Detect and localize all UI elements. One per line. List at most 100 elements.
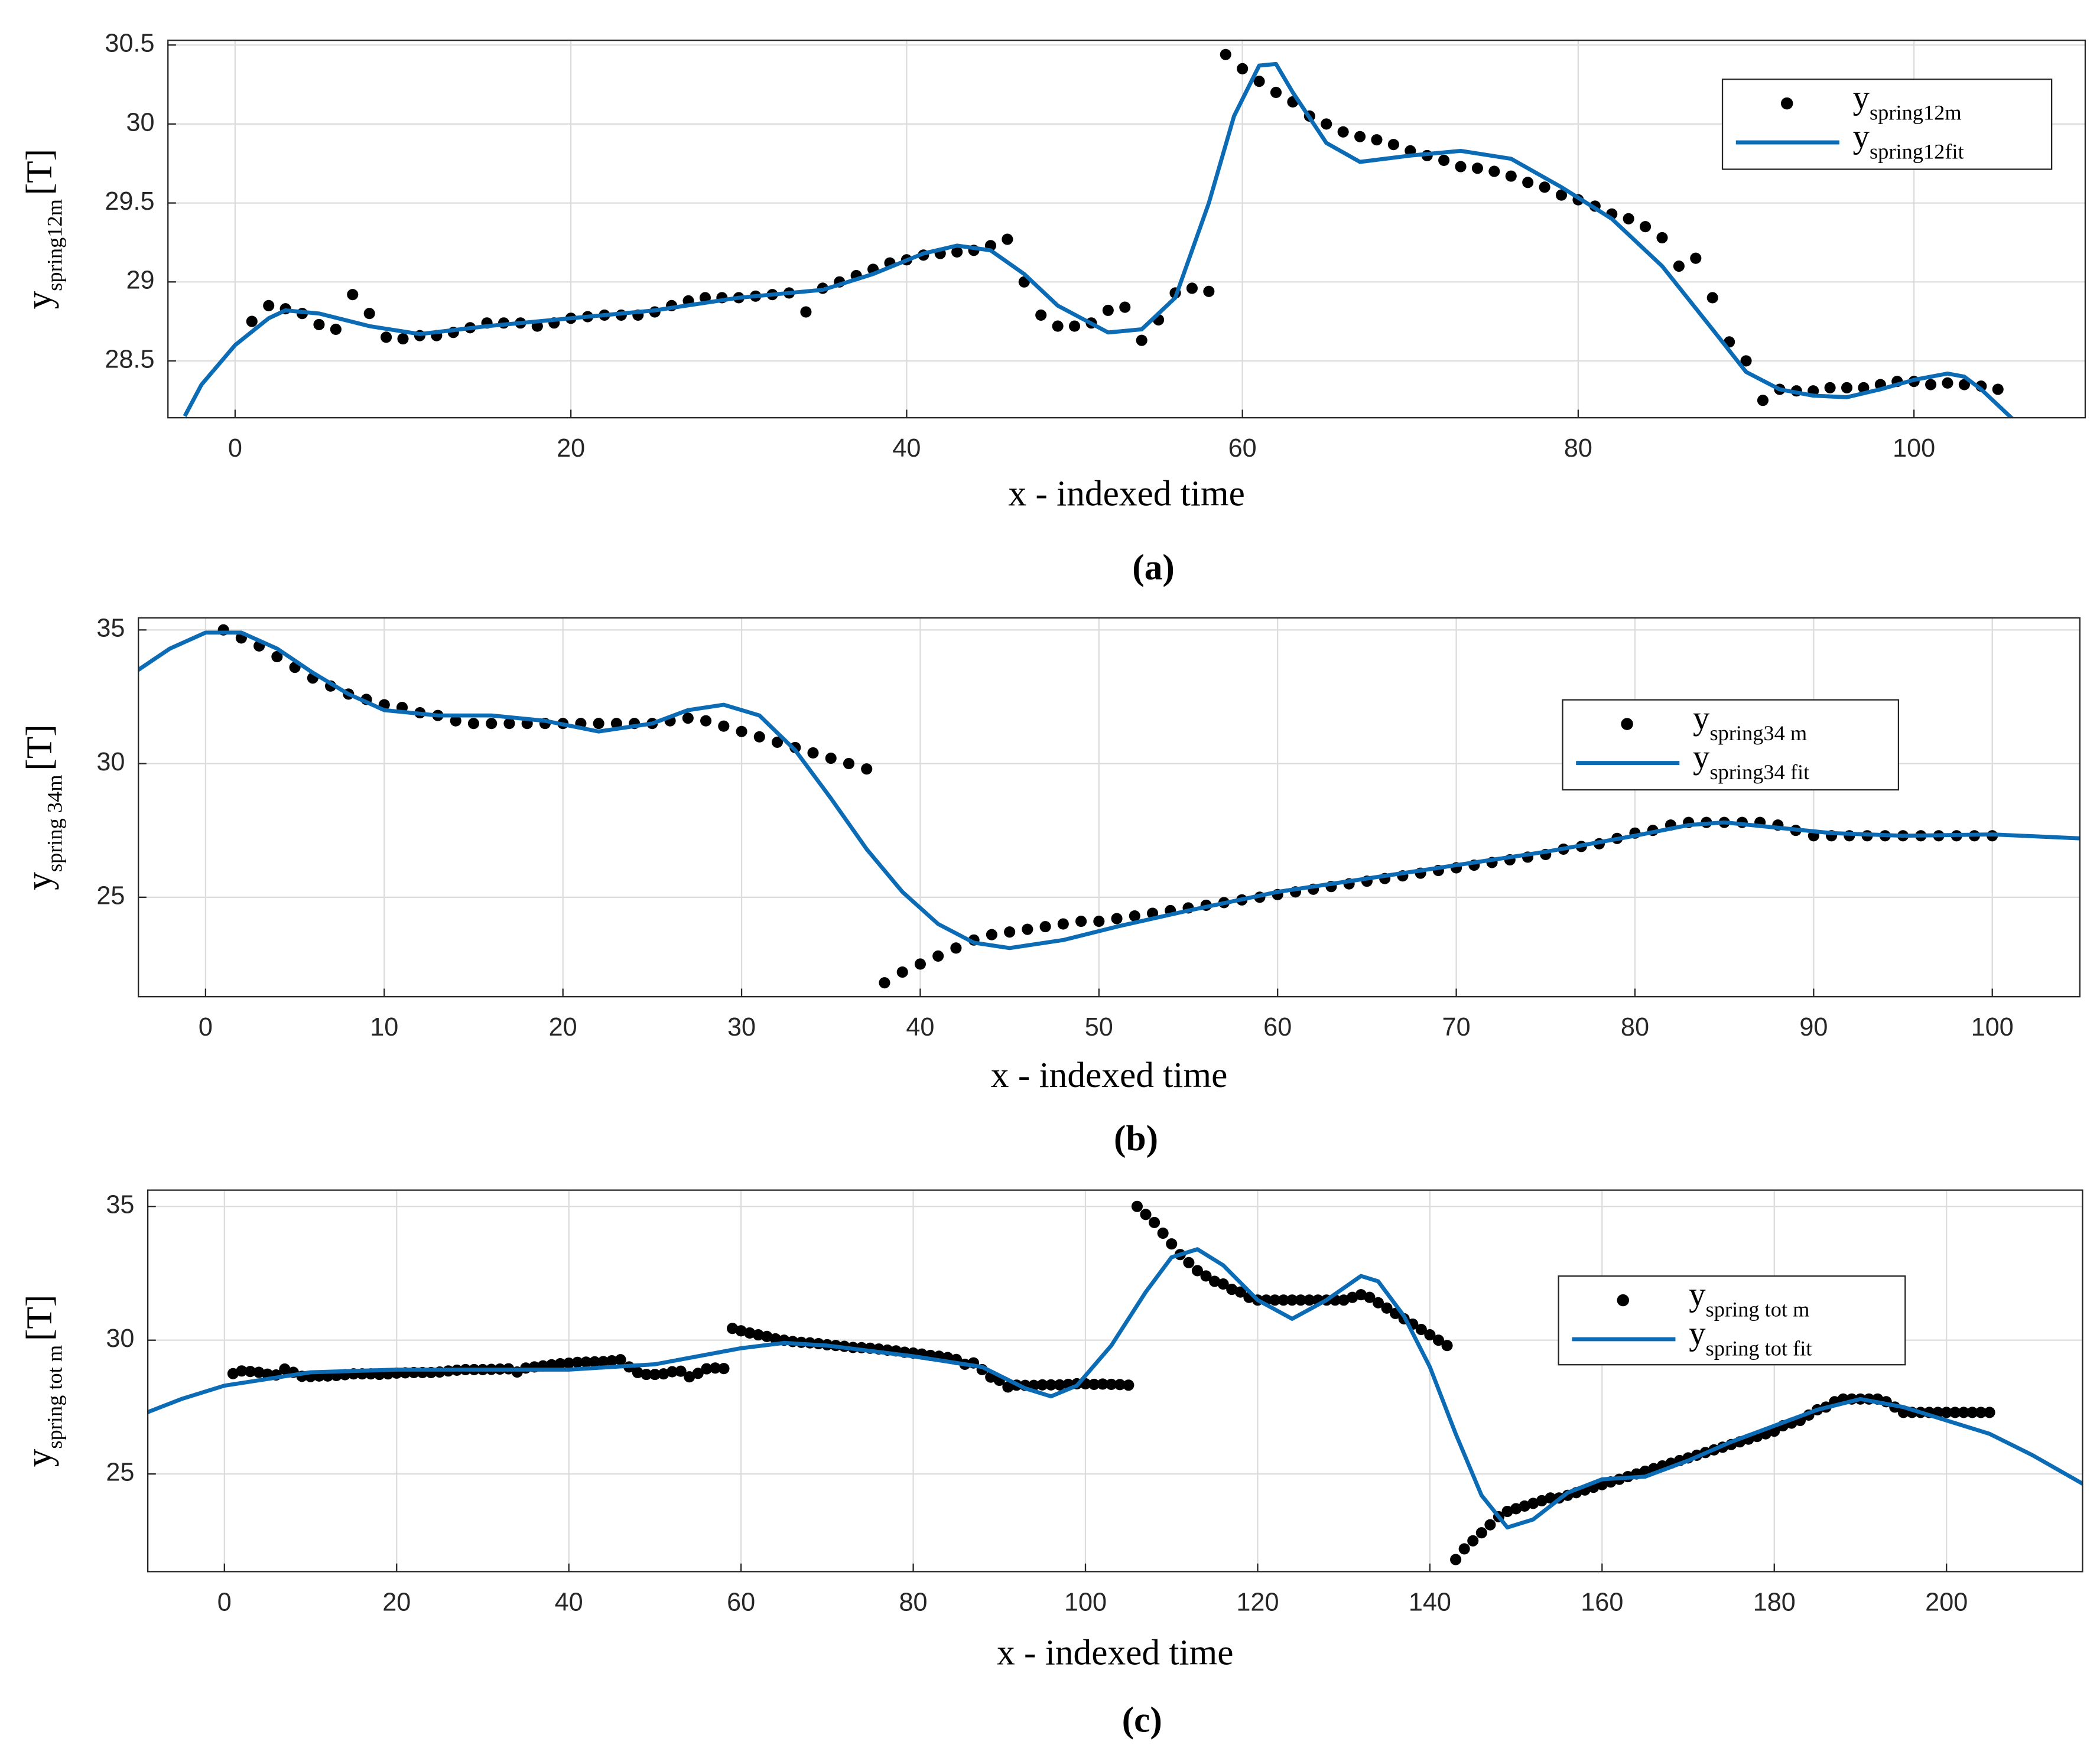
data-point: [1102, 304, 1114, 316]
data-point: [1002, 1381, 1014, 1393]
data-point: [1536, 1495, 1548, 1506]
y-tick-label: 29: [126, 266, 154, 295]
y-tick-label: 25: [106, 1459, 134, 1487]
legend-marker: [1621, 718, 1633, 730]
fit-line: [183, 61, 2014, 418]
legend-subscript: spring12fit: [1870, 139, 1964, 163]
data-point: [771, 736, 784, 748]
y-axis-symbol: y: [19, 1448, 59, 1467]
data-point: [330, 323, 342, 336]
data-point: [700, 715, 712, 727]
x-tick-label: 0: [199, 1013, 213, 1041]
legend-label: yspring34 m: [1693, 700, 1807, 745]
data-point: [1381, 1302, 1393, 1314]
x-tick-label: 80: [1564, 434, 1592, 463]
data-point: [563, 1358, 575, 1369]
y-tick-label: 29.5: [105, 187, 154, 216]
y-axis-label: yspring12m [T]: [19, 149, 66, 309]
legend-subscript: spring tot fit: [1706, 1336, 1812, 1360]
fit-line: [148, 1247, 2083, 1530]
legend-marker: [1617, 1294, 1630, 1307]
data-point: [1140, 1209, 1152, 1220]
legend-label: yspring34 fit: [1693, 739, 1809, 784]
data-point: [1119, 301, 1131, 313]
data-point: [1149, 1216, 1160, 1228]
data-point: [1054, 1379, 1065, 1391]
data-point: [1286, 1294, 1298, 1306]
data-point: [1036, 1379, 1048, 1391]
data-point: [554, 1358, 566, 1370]
y-tick-label: 30: [126, 108, 154, 136]
data-point: [718, 1363, 730, 1375]
data-point: [1958, 1407, 1969, 1418]
x-tick-label: 180: [1753, 1588, 1796, 1616]
data-point: [1234, 1286, 1246, 1298]
data-point: [1191, 1265, 1203, 1277]
fit-line: [138, 630, 2080, 951]
data-point: [1253, 76, 1265, 87]
data-point: [807, 747, 819, 759]
x-tick-label: 100: [1064, 1588, 1107, 1616]
data-point: [1068, 320, 1081, 332]
y-axis-subscript: spring12m: [43, 199, 67, 291]
x-tick-label: 70: [1442, 1013, 1471, 1041]
x-tick-label: 0: [217, 1588, 232, 1616]
y-axis-label: yspring 34m [T]: [19, 724, 66, 890]
legend-symbol: y: [1689, 1276, 1706, 1313]
data-point: [914, 958, 926, 970]
x-tick-label: 20: [382, 1588, 411, 1616]
x-tick-label: 0: [228, 434, 242, 463]
data-point: [1123, 1379, 1134, 1391]
data-point: [1355, 1289, 1367, 1301]
data-point: [1129, 910, 1140, 922]
data-point: [1093, 916, 1105, 927]
data-point: [467, 718, 480, 730]
legend-symbol: y: [1693, 700, 1710, 737]
x-tick-label: 20: [549, 1013, 577, 1041]
data-point: [1321, 118, 1332, 130]
data-point: [580, 1356, 592, 1368]
data-point: [1984, 1407, 1995, 1418]
data-point: [1467, 1535, 1479, 1547]
data-point: [593, 718, 604, 730]
data-point: [1295, 1294, 1306, 1306]
data-point: [1656, 232, 1668, 243]
data-point: [1270, 86, 1282, 98]
y-axis-unit: [T]: [19, 1295, 59, 1341]
data-point: [896, 966, 908, 978]
data-point: [1337, 126, 1349, 138]
data-point: [363, 308, 375, 320]
data-point: [718, 720, 730, 732]
legend-label: yspring12m: [1853, 79, 1962, 124]
legend-subscript: spring34 fit: [1709, 760, 1809, 784]
legend-box: [1721, 79, 2053, 170]
data-point: [682, 712, 694, 724]
data-point: [843, 758, 855, 770]
data-point: [1220, 48, 1231, 60]
data-point: [1706, 292, 1718, 304]
data-point: [615, 1354, 626, 1366]
y-tick-label: 28.5: [105, 345, 154, 373]
data-point: [486, 718, 498, 730]
data-point: [271, 651, 283, 663]
data-point: [1424, 1329, 1436, 1341]
data-point: [381, 331, 392, 343]
legend-label: yspring tot m: [1689, 1276, 1809, 1321]
legend-label: yspring12fit: [1853, 118, 1964, 163]
data-point: [1136, 334, 1147, 346]
data-point: [1183, 1257, 1195, 1268]
x-tick-label: 10: [370, 1013, 398, 1041]
data-point: [1217, 1278, 1229, 1290]
x-tick-label: 60: [727, 1588, 755, 1616]
data-point: [692, 1368, 704, 1379]
x-tick-label: 80: [899, 1588, 928, 1616]
data-point: [1372, 1297, 1384, 1308]
x-tick-label: 100: [1971, 1013, 2014, 1041]
x-axis-label: x - indexed time: [991, 1055, 1228, 1095]
axes-frame: [167, 40, 2086, 419]
data-point: [1841, 382, 1853, 393]
legend-label: yspring tot fit: [1689, 1315, 1812, 1360]
x-tick-label: 40: [555, 1588, 583, 1616]
legend-subscript: spring tot m: [1706, 1297, 1810, 1321]
data-point: [1958, 379, 1970, 390]
